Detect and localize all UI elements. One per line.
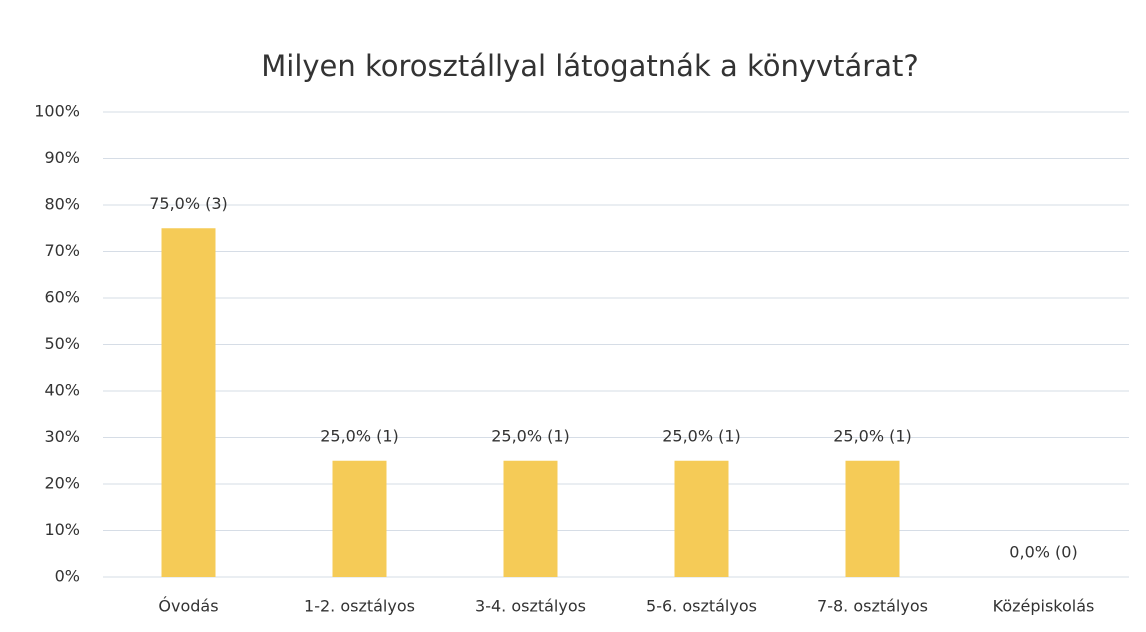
data-label: 25,0% (1) [320,426,399,445]
chart-title: Milyen korosztállyal látogatnák a könyvt… [261,49,919,83]
data-label: 25,0% (1) [833,426,912,445]
y-tick-label: 20% [44,474,80,493]
bar [503,460,558,577]
y-tick-label: 70% [44,241,80,260]
bar [845,460,900,577]
x-tick-label: 3-4. osztályos [475,597,586,616]
y-tick-label: 0% [55,567,80,586]
y-tick-label: 30% [44,427,80,446]
x-tick-label: Középiskolás [993,597,1095,616]
bar [332,460,387,577]
data-label: 0,0% (0) [1009,543,1077,562]
data-label: 25,0% (1) [491,426,570,445]
y-tick-label: 80% [44,195,80,214]
data-label: 75,0% (3) [149,194,228,213]
y-tick-label: 50% [44,334,80,353]
x-tick-label: 7-8. osztályos [817,597,928,616]
data-label: 25,0% (1) [662,426,741,445]
y-tick-label: 90% [44,148,80,167]
y-tick-label: 40% [44,381,80,400]
bar [161,228,216,577]
y-tick-label: 100% [34,102,80,121]
y-tick-label: 60% [44,288,80,307]
x-tick-label: 1-2. osztályos [304,597,415,616]
x-tick-label: Óvodás [158,597,218,616]
y-tick-label: 10% [44,520,80,539]
bar [674,460,729,577]
x-tick-label: 5-6. osztályos [646,597,757,616]
